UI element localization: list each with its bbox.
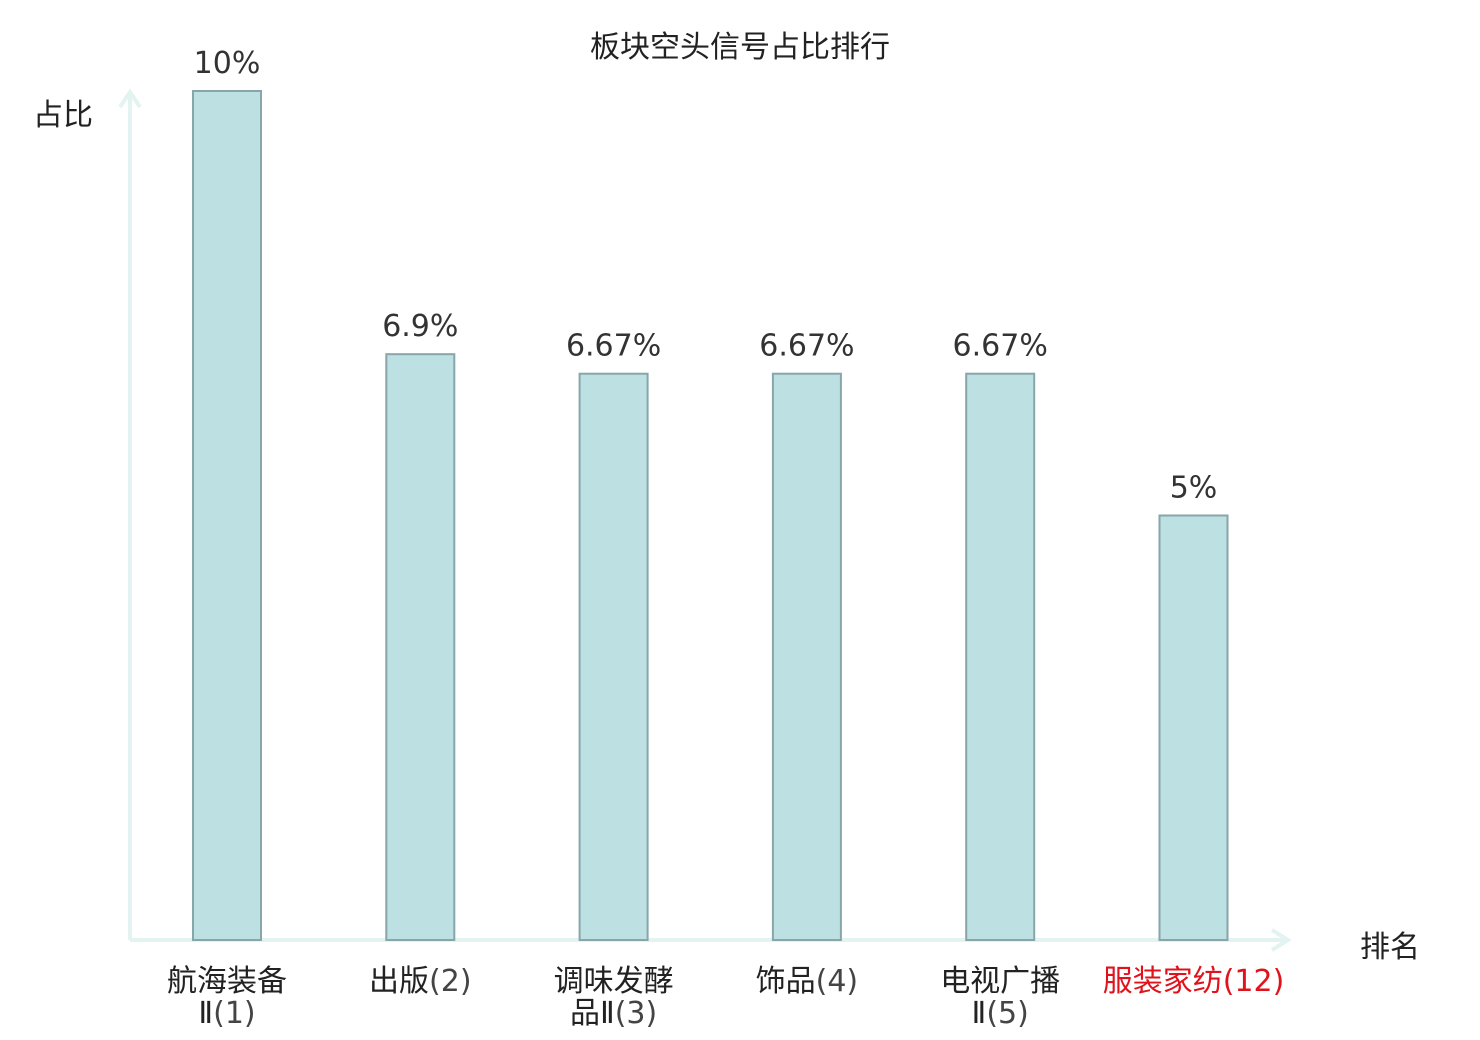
value-label: 6.67% <box>953 329 1048 364</box>
category-name: 航海装备 <box>167 964 287 999</box>
category-name: 饰品 <box>755 964 816 999</box>
bars <box>192 90 1229 942</box>
category-rank: (2) <box>429 964 472 999</box>
value-label: 6.67% <box>759 329 854 364</box>
x-axis-label: 排名 <box>1360 930 1420 965</box>
y-axis-label: 占比 <box>33 98 93 133</box>
category-rank: (4) <box>815 964 859 999</box>
value-label: 6.67% <box>566 329 661 364</box>
category-name-cont: Ⅱ <box>971 996 987 1031</box>
category-rank: (5) <box>986 996 1029 1031</box>
bar <box>192 90 262 941</box>
bar <box>771 372 842 942</box>
category-rank: (3) <box>614 996 658 1031</box>
category-name: 调味发酵 <box>553 964 674 999</box>
x-axis-arrow <box>1270 928 1292 952</box>
value-label: 10% <box>194 46 261 81</box>
value-labels: 10% 6.9% 6.67% 6.67% 6.67% 5% <box>194 46 1218 506</box>
category-label: 调味发酵 品Ⅱ(3) <box>504 966 724 1030</box>
bar <box>578 372 649 942</box>
category-label: 出版(2) <box>310 966 530 998</box>
category-name-cont: Ⅱ <box>198 996 214 1031</box>
category-label: 饰品(4) <box>697 966 917 998</box>
category-label: 服装家纺(12) <box>1084 966 1304 998</box>
y-axis-arrow <box>118 88 142 109</box>
axes <box>118 88 1292 952</box>
category-name: 出版 <box>369 964 430 999</box>
chart-title: 板块空头信号占比排行 <box>590 30 890 65</box>
category-label: 电视广播 Ⅱ(5) <box>890 966 1110 1030</box>
category-rank: (12) <box>1222 964 1285 999</box>
category-name: 服装家纺 <box>1102 964 1223 999</box>
category-name-cont: 品Ⅱ <box>569 996 615 1031</box>
category-name: 电视广播 <box>940 964 1061 999</box>
value-label: 6.9% <box>382 309 458 344</box>
bar <box>385 353 456 941</box>
category-rank: (1) <box>213 996 256 1031</box>
value-label: 5% <box>1170 471 1218 506</box>
bar <box>965 372 1036 942</box>
category-label: 航海装备 Ⅱ(1) <box>117 966 337 1030</box>
bar <box>1158 514 1229 941</box>
